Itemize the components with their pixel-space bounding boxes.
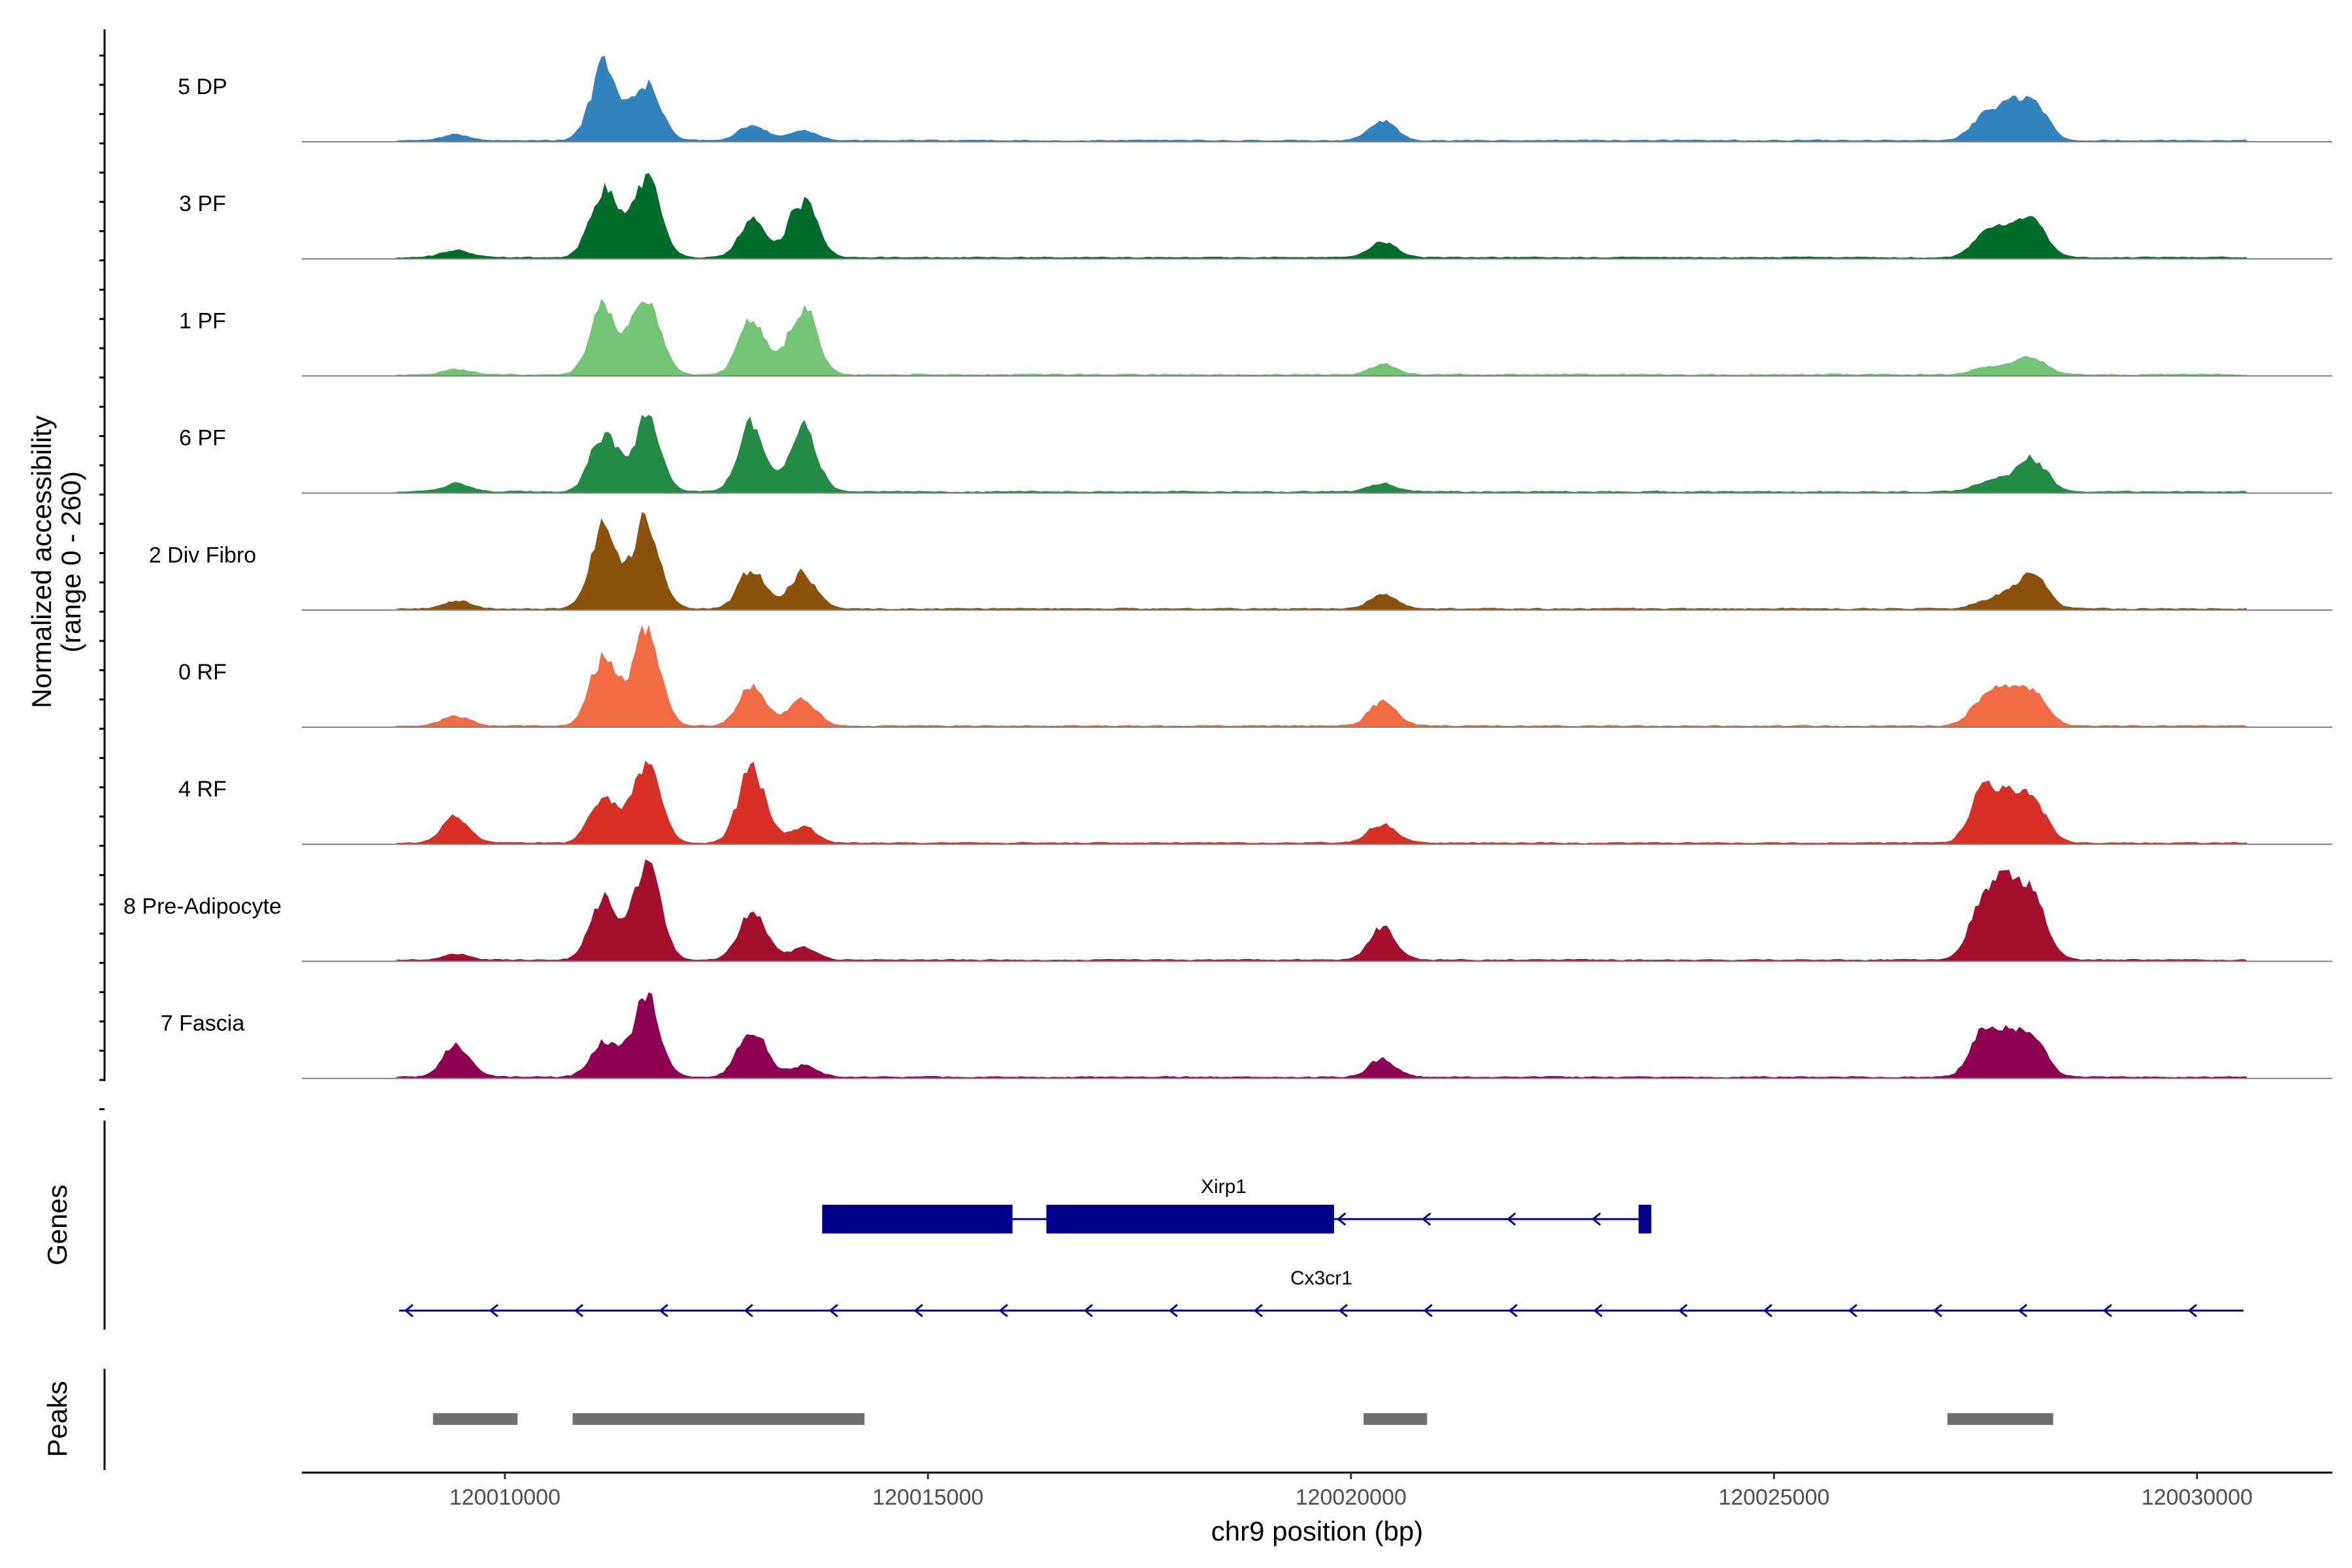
coverage-area — [395, 625, 2248, 727]
peaks-panel: Peaks — [42, 1369, 2053, 1470]
strand-arrow — [828, 1303, 838, 1318]
track-8-pre-adipocyte: 8 Pre-Adipocyte — [123, 859, 2332, 962]
track-3-pf: 3 PF — [179, 172, 2332, 260]
strand-arrow — [1933, 1303, 1942, 1318]
coverage-area — [395, 299, 2248, 376]
track-1-pf: 1 PF — [179, 299, 2332, 377]
coverage-area — [395, 859, 2248, 962]
x-axis: chr9 position (bp) 120010000 120015000 120… — [302, 1471, 2332, 1546]
track-2-div-fibro: 2 Div Fibro — [149, 512, 2332, 611]
coverage-area — [395, 992, 2248, 1079]
strand-arrow — [1083, 1303, 1093, 1318]
strand-arrow — [1848, 1303, 1857, 1318]
gene-annotation-panel: Genes Xirp1 Cx3cr1 — [42, 1120, 2244, 1330]
peaks-panel-label: Peaks — [42, 1381, 73, 1458]
gene-cx3cr1: Cx3cr1 — [399, 1267, 2244, 1318]
track-0-rf: 0 RF — [178, 625, 2332, 728]
track-label: 4 RF — [178, 777, 227, 802]
coverage-area — [395, 56, 2248, 142]
strand-arrow — [1253, 1303, 1263, 1318]
peak-bar — [572, 1413, 865, 1425]
track-6-pf: 6 PF — [179, 414, 2332, 494]
track-label: 8 Pre-Adipocyte — [123, 894, 282, 919]
strand-arrow — [1338, 1303, 1348, 1318]
track-4-rf: 4 RF — [178, 760, 2332, 845]
coverage-tracks: 5 DP 3 PF 1 PF 6 PF 2 Div Fibro 0 RF 4 RF 8 Pre… — [123, 56, 2332, 1079]
strand-arrow — [2017, 1303, 2027, 1318]
peak-bar — [1947, 1413, 2053, 1425]
coverage-area — [395, 414, 2248, 493]
peak-bar — [433, 1413, 518, 1425]
track-label: 5 DP — [178, 74, 227, 99]
strand-arrow — [1337, 1212, 1347, 1226]
peak-bar — [1364, 1413, 1428, 1425]
track-label: 3 PF — [179, 191, 226, 216]
y-axis — [99, 29, 106, 1111]
strand-arrow — [1592, 1212, 1601, 1226]
gene-name-label: Xirp1 — [1201, 1176, 1247, 1198]
gene-exon — [1046, 1205, 1334, 1233]
strand-arrow — [2102, 1303, 2112, 1318]
strand-arrow — [1423, 1303, 1433, 1318]
x-tick-label: 120025000 — [1718, 1485, 1829, 1510]
gene-name-label: Cx3cr1 — [1290, 1267, 1352, 1289]
x-tick-label: 120030000 — [2142, 1485, 2253, 1510]
track-5-dp: 5 DP — [178, 56, 2332, 142]
strand-arrow — [1508, 1303, 1518, 1318]
strand-arrow — [998, 1303, 1008, 1318]
coverage-area — [395, 512, 2248, 610]
strand-arrow — [574, 1303, 583, 1318]
coverage-area — [395, 760, 2248, 845]
gene-exon — [822, 1205, 1013, 1233]
strand-arrow — [659, 1303, 668, 1318]
y-axis-title-line1: Normalized accessibility — [26, 416, 57, 708]
track-7-fascia: 7 Fascia — [161, 992, 2332, 1079]
strand-arrow — [1763, 1303, 1772, 1318]
strand-arrow — [489, 1303, 498, 1318]
x-axis-title: chr9 position (bp) — [1211, 1516, 1424, 1546]
gene-xirp1: Xirp1 — [822, 1176, 1652, 1233]
strand-arrow — [1593, 1303, 1603, 1318]
strand-arrow — [913, 1303, 923, 1318]
strand-arrow — [1422, 1212, 1431, 1226]
x-tick-label: 120020000 — [1296, 1485, 1407, 1510]
strand-arrow — [743, 1303, 753, 1318]
track-label: 0 RF — [178, 660, 227, 685]
coverage-area — [395, 172, 2248, 259]
x-tick-label: 120010000 — [449, 1485, 561, 1510]
strand-arrow — [1678, 1303, 1688, 1318]
gene-exon — [1639, 1205, 1652, 1233]
track-label: 7 Fascia — [161, 1011, 245, 1036]
track-label: 1 PF — [179, 308, 226, 333]
genes-panel-label: Genes — [42, 1184, 73, 1266]
strand-arrow — [2187, 1303, 2197, 1318]
x-tick-label: 120015000 — [872, 1485, 983, 1510]
track-label: 2 Div Fibro — [149, 543, 256, 568]
y-axis-title-line2: (range 0 - 260) — [56, 471, 86, 653]
strand-arrow — [404, 1303, 414, 1318]
strand-arrow — [1168, 1303, 1178, 1318]
track-label: 6 PF — [179, 426, 226, 451]
strand-arrow — [1507, 1212, 1516, 1226]
